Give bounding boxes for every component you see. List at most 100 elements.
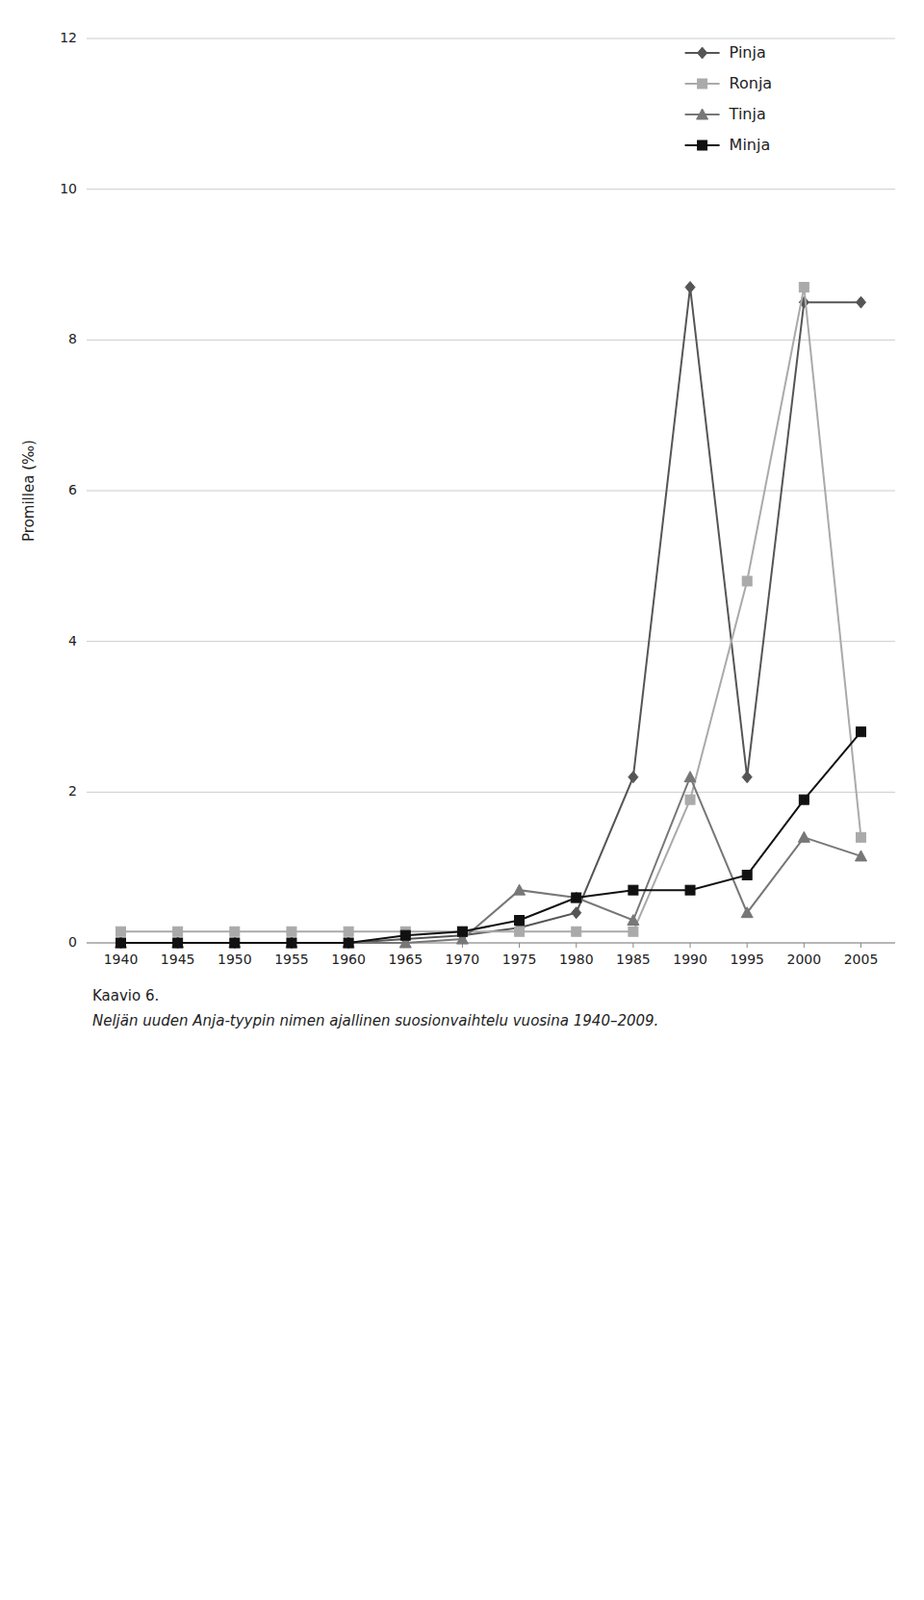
point: [742, 871, 752, 881]
x-tick-label: 1975: [502, 951, 538, 968]
x-tick: [746, 943, 748, 949]
point: [286, 926, 297, 937]
legend-swatch-marker: [697, 140, 708, 151]
point: [685, 795, 695, 805]
point: [856, 296, 867, 308]
series: [115, 727, 866, 949]
plot-area: [114, 282, 867, 950]
point: [172, 937, 184, 949]
point: [628, 926, 639, 937]
legend-label: Ronja: [729, 74, 773, 93]
point: [114, 937, 127, 949]
point: [856, 727, 867, 738]
x-tick: [690, 943, 692, 949]
point: [514, 926, 525, 937]
point: [115, 938, 126, 949]
point: [628, 885, 639, 896]
grid-line: [86, 641, 896, 642]
x-tick-label: 1990: [672, 951, 708, 968]
legend-item: Pinja: [685, 43, 767, 62]
x-tick-label: 1980: [559, 951, 594, 968]
point: [115, 926, 126, 937]
y-tick-label: 8: [68, 331, 77, 347]
point: [741, 907, 753, 919]
point: [229, 937, 241, 949]
series-line: [120, 732, 861, 944]
point: [173, 926, 183, 937]
legend-item: Ronja: [685, 74, 773, 93]
caption: Kaavio 6.: [92, 987, 159, 1005]
point: [685, 885, 695, 896]
point: [457, 926, 467, 937]
x-tick-label: 1945: [160, 951, 196, 968]
x-tick-label: 1985: [616, 951, 651, 968]
point: [855, 850, 868, 862]
x-tick-label: 1955: [274, 951, 309, 968]
point: [230, 926, 240, 937]
series: [114, 771, 867, 949]
y-tick-label: 2: [68, 783, 77, 799]
point: [513, 884, 526, 896]
legend-swatch-marker: [697, 78, 708, 89]
legend-label: Tinja: [728, 104, 767, 124]
point: [571, 926, 582, 937]
x-tick-label: 1970: [445, 951, 481, 968]
point: [343, 926, 354, 937]
point: [457, 926, 467, 937]
point: [115, 937, 126, 950]
point: [797, 831, 810, 843]
series-line: [120, 777, 861, 944]
legend-label: Minja: [729, 135, 771, 154]
x-tick-label: 2005: [844, 951, 879, 968]
point: [856, 832, 867, 843]
x-tick-label: 1965: [387, 951, 423, 968]
point: [685, 282, 695, 294]
legend-swatch-marker: [697, 47, 708, 59]
point: [286, 938, 297, 949]
point: [571, 907, 582, 920]
caption: Neljän uuden Anja-tyypin nimen ajallinen…: [92, 1012, 659, 1030]
grid-line: [86, 490, 896, 492]
series: [115, 282, 866, 938]
x-tick: [860, 943, 862, 949]
x-tick-label: 1940: [103, 951, 139, 968]
series-line: [120, 287, 861, 933]
point: [343, 937, 354, 950]
point: [742, 576, 752, 587]
series: [115, 282, 866, 950]
x-tick: [575, 943, 577, 949]
chart: 0246810121940194519501955196019651970197…: [0, 0, 924, 1600]
grid: [86, 38, 896, 944]
x-tick-label: 2000: [787, 951, 822, 968]
grid-line: [86, 792, 896, 794]
grid-line: [86, 339, 896, 341]
point: [285, 937, 298, 949]
point: [342, 937, 355, 949]
point: [571, 893, 582, 903]
point: [798, 795, 809, 805]
point: [627, 915, 640, 926]
x-tick: [518, 943, 520, 949]
point: [514, 916, 525, 926]
point: [684, 771, 696, 783]
grid-line: [86, 188, 896, 190]
point: [628, 771, 639, 784]
x-tick-label: 1950: [217, 951, 253, 968]
series-line: [120, 287, 861, 945]
x-tick-label: 1995: [729, 951, 765, 968]
point: [173, 937, 183, 950]
point: [173, 938, 183, 949]
y-tick-label: 12: [59, 29, 77, 46]
x-tick: [632, 943, 634, 949]
legend-swatch-marker: [696, 108, 709, 120]
point: [230, 937, 240, 950]
y-tick-label: 10: [59, 180, 77, 197]
legend-item: Minja: [685, 135, 771, 154]
point: [400, 930, 411, 941]
legend-label: Pinja: [729, 43, 767, 62]
y-axis-label: Promillea (‰): [20, 439, 38, 542]
y-tick-label: 4: [68, 633, 77, 649]
grid-line: [86, 38, 896, 40]
point: [742, 771, 752, 784]
x-tick-label: 1960: [331, 951, 366, 968]
